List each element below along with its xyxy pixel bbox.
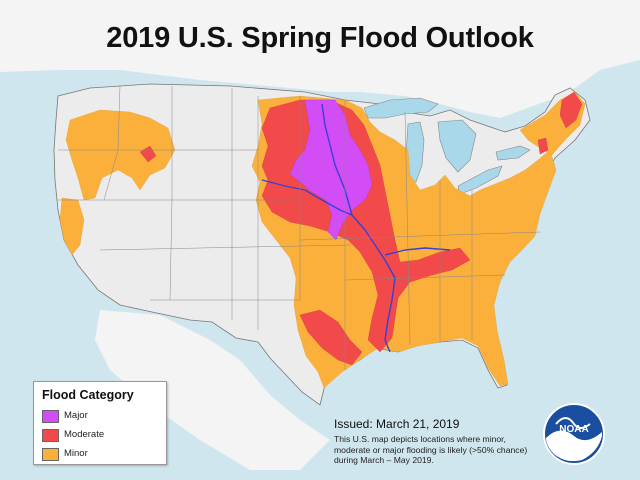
legend-label-moderate: Moderate (64, 429, 105, 440)
canada-land (0, 0, 640, 118)
legend-label-minor: Minor (64, 448, 88, 459)
issued-date: Issued: March 21, 2019 (334, 417, 460, 431)
major-flood-regions (289, 99, 373, 241)
legend-title: Flood Category (42, 388, 134, 402)
map-description: This U.S. map depicts locations where mi… (334, 434, 528, 465)
state-boundaries (58, 85, 541, 370)
noaa-logo-text: NOAA (559, 424, 588, 435)
lake-superior (363, 97, 439, 119)
legend-swatch-moderate (42, 429, 59, 442)
mexico-land (95, 310, 330, 470)
flood-category-legend: Flood Category Major Moderate Minor (33, 381, 167, 465)
legend-label-major: Major (64, 410, 88, 421)
legend-swatch-major (42, 410, 59, 423)
lake-huron (437, 119, 477, 173)
map-title: 2019 U.S. Spring Flood Outlook (106, 22, 534, 54)
noaa-logo: NOAA (543, 403, 605, 465)
lake-ontario (495, 145, 531, 161)
legend-swatch-minor (42, 448, 59, 461)
